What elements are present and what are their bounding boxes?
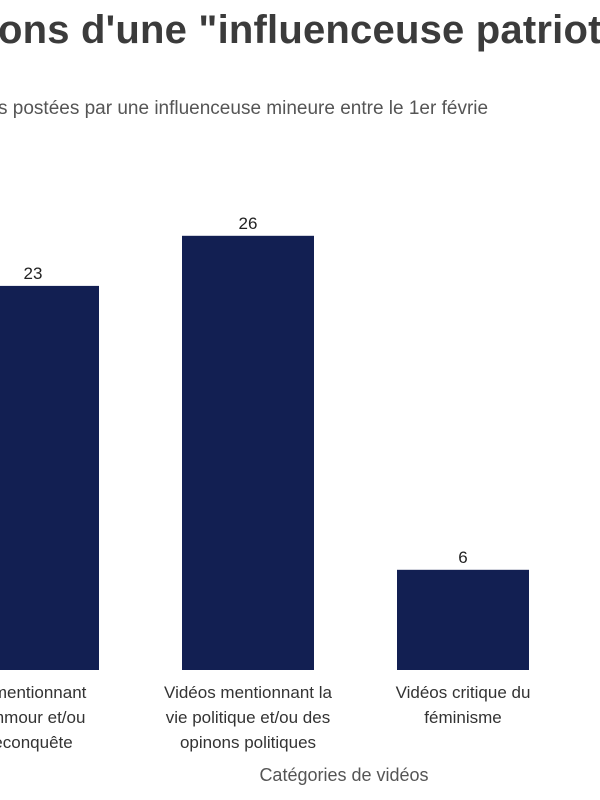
x-axis-label: Catégories de vidéos [259,765,428,785]
value-label-2: 26 [239,214,258,233]
chart-title: ons d'une "influenceuse patriote [0,8,600,52]
value-label-1: 23 [24,264,43,283]
bar-2 [182,235,314,671]
chart-subtitle: s postées par une influenceuse mineure e… [0,98,489,119]
bar-1 [0,285,99,670]
bar-3 [397,569,529,670]
value-label-3: 6 [458,548,467,567]
category-label-3: Vidéos critique du féminisme [396,683,531,727]
category-label-2: Vidéos mentionnant la vie politique et/ou… [164,683,332,752]
